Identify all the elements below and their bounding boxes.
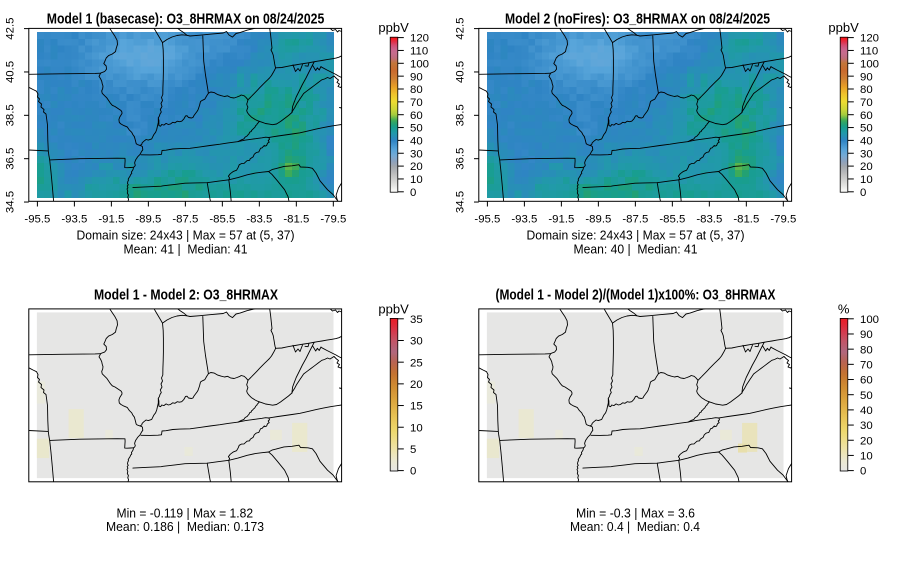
svg-text:20: 20 (860, 435, 873, 447)
svg-text:-89.5: -89.5 (585, 213, 611, 225)
svg-text:0: 0 (860, 187, 866, 199)
svg-text:25: 25 (410, 357, 423, 369)
svg-text:30: 30 (410, 336, 423, 348)
svg-text:20: 20 (410, 379, 423, 391)
svg-text:-91.5: -91.5 (98, 213, 124, 225)
svg-text:Model 1 - Model 2: O3_8HRMAX: Model 1 - Model 2: O3_8HRMAX (94, 288, 278, 304)
svg-text:Min = -0.3 | Max = 3.6: Min = -0.3 | Max = 3.6 (576, 506, 695, 521)
svg-text:35: 35 (410, 314, 423, 326)
svg-text:-91.5: -91.5 (548, 213, 574, 225)
svg-text:36.5: 36.5 (455, 148, 467, 170)
svg-text:40: 40 (860, 136, 873, 148)
svg-text:80: 80 (860, 84, 873, 96)
svg-text:-81.5: -81.5 (283, 213, 309, 225)
svg-text:110: 110 (410, 46, 428, 58)
svg-text:10: 10 (860, 174, 873, 186)
svg-text:40: 40 (410, 136, 423, 148)
svg-text:50: 50 (860, 123, 873, 135)
svg-text:100: 100 (860, 58, 879, 70)
svg-text:-93.5: -93.5 (61, 213, 87, 225)
svg-text:Model 1 (basecase): O3_8HRMAX: Model 1 (basecase): O3_8HRMAX on 08/24/2… (47, 11, 325, 27)
svg-text:-83.5: -83.5 (246, 213, 272, 225)
svg-text:5: 5 (410, 444, 416, 456)
svg-text:38.5: 38.5 (5, 104, 17, 126)
svg-text:70: 70 (860, 97, 873, 109)
svg-text:Mean: 0.186 | Median: 0.173: Mean: 0.186 | Median: 0.173 (106, 519, 264, 534)
svg-text:70: 70 (860, 359, 873, 371)
svg-text:Domain size: 24x43 | Max = 57: Domain size: 24x43 | Max = 57 at (5, 37) (77, 228, 295, 243)
svg-text:-83.5: -83.5 (696, 213, 722, 225)
svg-text:60: 60 (410, 110, 423, 122)
svg-text:36.5: 36.5 (5, 148, 17, 170)
svg-text:-79.5: -79.5 (770, 213, 796, 225)
svg-text:60: 60 (860, 110, 873, 122)
svg-text:40: 40 (860, 405, 873, 417)
svg-text:20: 20 (860, 161, 873, 173)
svg-text:-95.5: -95.5 (474, 213, 500, 225)
svg-text:38.5: 38.5 (455, 104, 467, 126)
svg-text:10: 10 (860, 451, 873, 463)
svg-text:Mean: 41 | Median: 41: Mean: 41 | Median: 41 (124, 242, 248, 257)
svg-text:80: 80 (860, 344, 873, 356)
svg-text:-85.5: -85.5 (659, 213, 685, 225)
svg-text:120: 120 (410, 33, 429, 45)
svg-text:15: 15 (410, 401, 423, 413)
svg-text:90: 90 (410, 71, 423, 83)
svg-text:-89.5: -89.5 (135, 213, 161, 225)
svg-text:-87.5: -87.5 (172, 213, 198, 225)
svg-text:30: 30 (860, 420, 873, 432)
svg-text:42.5: 42.5 (5, 18, 17, 40)
svg-text:10: 10 (410, 174, 423, 186)
svg-text:Min = -0.119 | Max = 1.82: Min = -0.119 | Max = 1.82 (117, 506, 254, 521)
svg-text:60: 60 (860, 375, 873, 387)
svg-text:(Model 1 - Model 2)/(Model 1)x: (Model 1 - Model 2)/(Model 1)x100%: O3_8… (496, 288, 776, 304)
svg-text:20: 20 (410, 161, 423, 173)
svg-text:50: 50 (860, 390, 873, 402)
svg-text:120: 120 (860, 33, 879, 45)
svg-text:0: 0 (410, 187, 416, 199)
svg-text:90: 90 (860, 329, 873, 341)
svg-text:0: 0 (410, 466, 416, 478)
svg-text:10: 10 (410, 422, 423, 434)
svg-text:Model 2 (noFires): O3_8HRMAX o: Model 2 (noFires): O3_8HRMAX on 08/24/20… (505, 11, 770, 27)
svg-text:Mean: 0.4 | Median: 0.4: Mean: 0.4 | Median: 0.4 (570, 519, 700, 534)
svg-text:-95.5: -95.5 (24, 213, 50, 225)
svg-text:Domain size: 24x43 | Max = 57: Domain size: 24x43 | Max = 57 at (5, 37) (527, 228, 745, 243)
svg-text:40.5: 40.5 (455, 61, 467, 83)
svg-text:100: 100 (860, 314, 879, 326)
svg-text:ppbV: ppbV (378, 301, 409, 316)
svg-text:-81.5: -81.5 (733, 213, 759, 225)
svg-text:30: 30 (860, 148, 873, 160)
svg-text:-87.5: -87.5 (622, 213, 648, 225)
svg-text:34.5: 34.5 (5, 191, 17, 213)
svg-text:40.5: 40.5 (5, 61, 17, 83)
svg-text:0: 0 (860, 466, 866, 478)
svg-text:%: % (838, 301, 850, 316)
svg-text:-79.5: -79.5 (320, 213, 346, 225)
svg-text:30: 30 (410, 148, 423, 160)
svg-text:42.5: 42.5 (455, 18, 467, 40)
svg-text:90: 90 (860, 71, 873, 83)
svg-text:ppbV: ppbV (378, 20, 409, 35)
svg-text:110: 110 (860, 46, 878, 58)
svg-text:34.5: 34.5 (455, 191, 467, 213)
svg-text:70: 70 (410, 97, 423, 109)
svg-text:Mean: 40 | Median: 41: Mean: 40 | Median: 41 (574, 242, 698, 257)
svg-text:50: 50 (410, 123, 423, 135)
svg-text:80: 80 (410, 84, 423, 96)
svg-text:ppbV: ppbV (828, 20, 859, 35)
svg-text:-93.5: -93.5 (511, 213, 537, 225)
svg-text:100: 100 (410, 58, 429, 70)
svg-text:-85.5: -85.5 (209, 213, 235, 225)
